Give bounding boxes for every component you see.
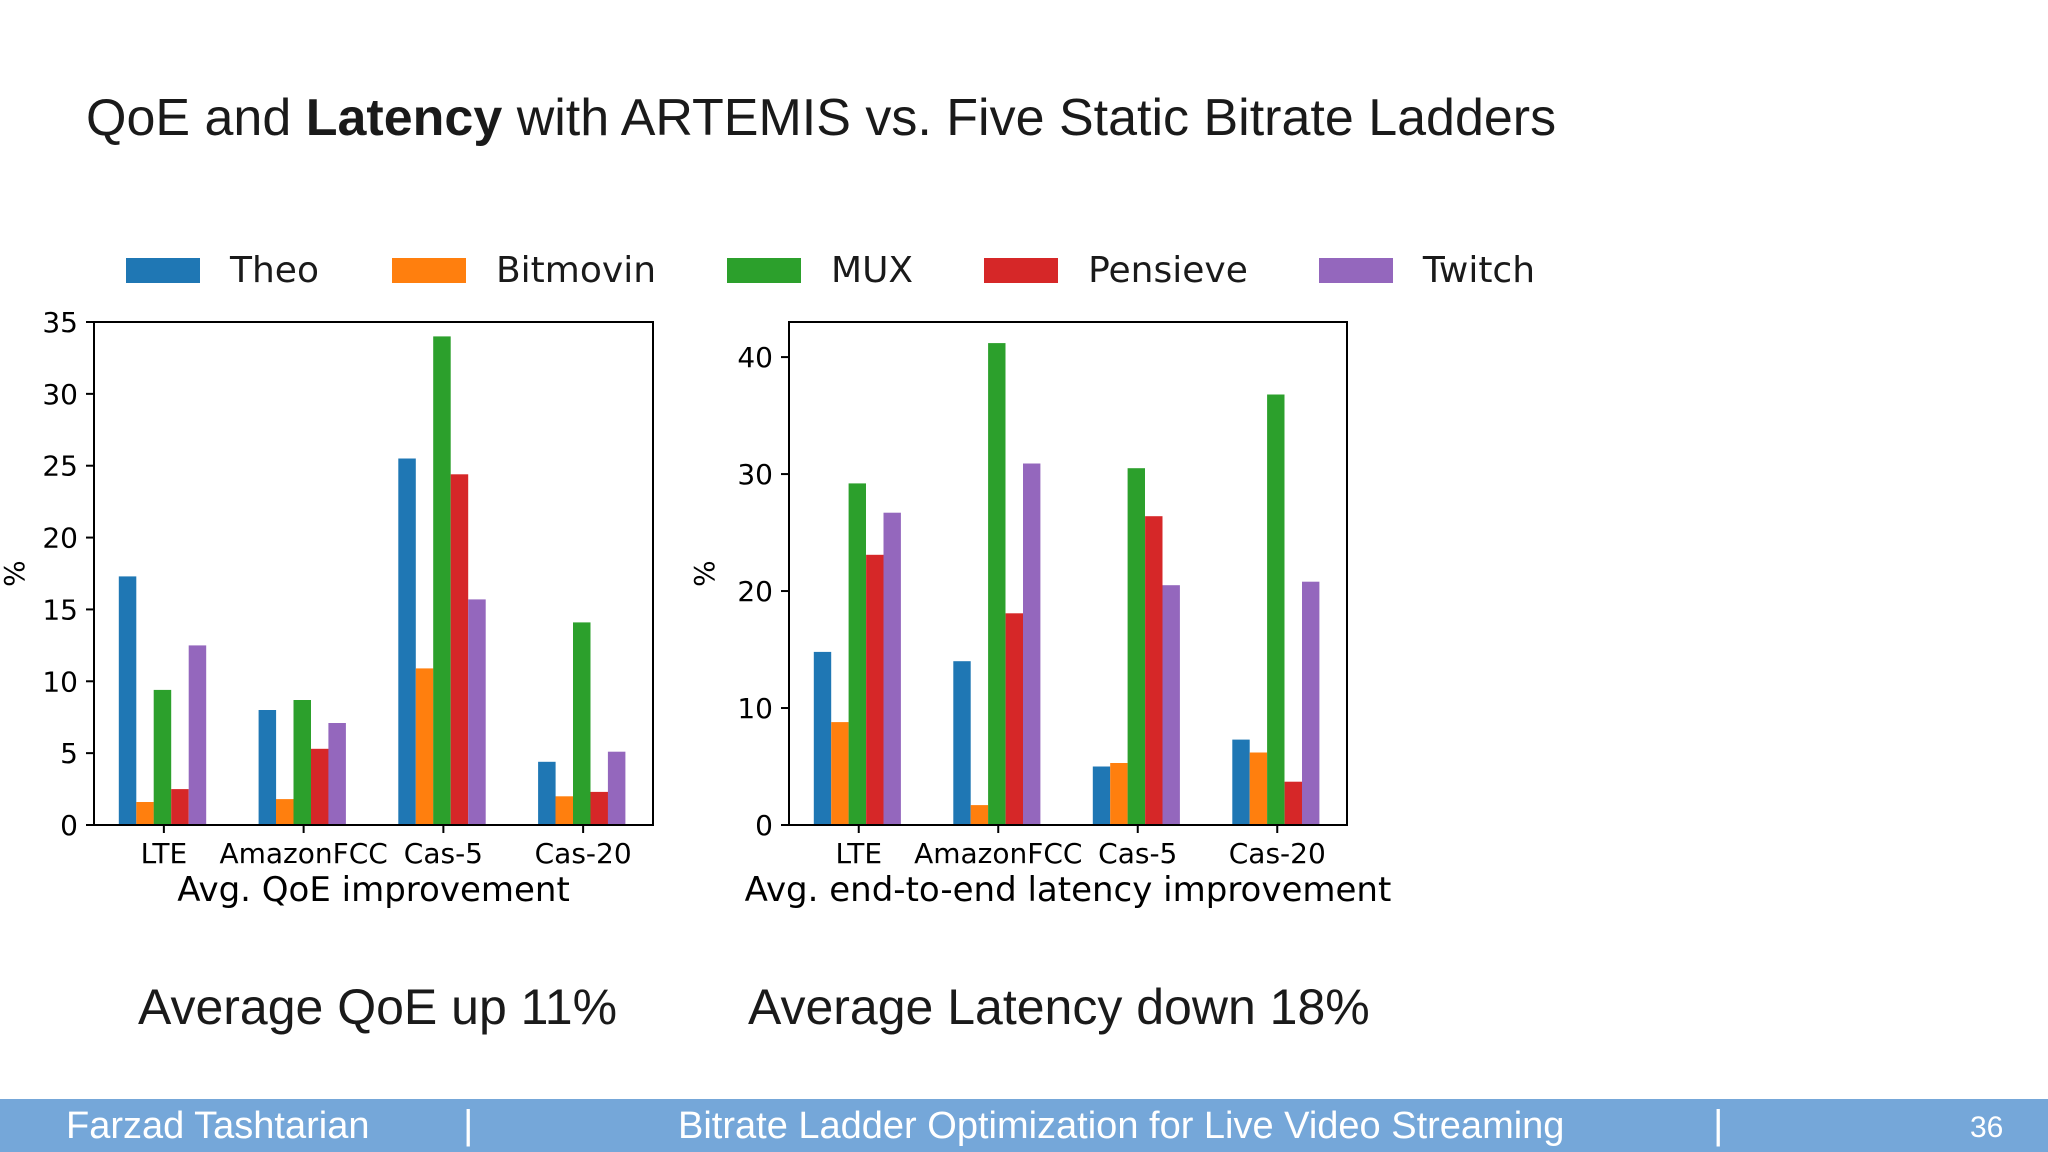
x-tick-label: Cas-20 [1229, 837, 1326, 870]
title-part-1: QoE and [86, 89, 306, 147]
bar-pensieve [1005, 613, 1023, 825]
x-tick-label: LTE [141, 837, 188, 870]
summary-qoe: Average QoE up 11% [138, 979, 618, 1035]
bar-bitmovin [1110, 763, 1128, 825]
bar-theo [538, 761, 556, 825]
bar-pensieve [1284, 781, 1302, 825]
legend-swatch [984, 257, 1059, 283]
legend-label: Twitch [1422, 249, 1536, 291]
y-tick-label: 30 [737, 458, 773, 491]
bar-bitmovin [415, 668, 434, 825]
legend-label: MUX [831, 249, 914, 291]
bar-mux [988, 343, 1006, 825]
bar-twitch [468, 599, 486, 825]
bar-twitch [1162, 585, 1180, 825]
y-axis-label: % [690, 560, 721, 587]
bar-mux [1267, 394, 1285, 825]
bar-theo [398, 458, 416, 825]
x-tick-label: AmazonFCC [219, 837, 387, 870]
slide-title: QoE and Latency with ARTEMIS vs. Five St… [86, 88, 1556, 148]
footer-author: Farzad Tashtarian [66, 1105, 370, 1147]
y-tick-label: 10 [737, 692, 773, 725]
bar-mux [1127, 468, 1145, 825]
y-tick-label: 0 [60, 809, 78, 842]
bar-theo [1232, 739, 1250, 825]
y-tick-label: 15 [42, 593, 78, 626]
bar-twitch [607, 751, 626, 825]
title-part-2: with ARTEMIS vs. Five Static Bitrate Lad… [502, 89, 1557, 147]
x-tick-label: Cas-5 [1098, 837, 1177, 870]
y-tick-label: 40 [737, 341, 773, 374]
bar-mux [153, 689, 172, 825]
summary-latency: Average Latency down 18% [748, 979, 1370, 1035]
bar-mux [433, 336, 451, 825]
bar-bitmovin [276, 799, 294, 825]
page-number: 36 [1970, 1111, 2004, 1144]
bar-bitmovin [555, 796, 573, 825]
bar-pensieve [866, 554, 884, 825]
bar-pensieve [171, 789, 189, 825]
bar-twitch [1023, 463, 1041, 825]
bar-twitch [883, 512, 901, 825]
bar-theo [1092, 766, 1111, 825]
legend-swatch [391, 257, 466, 283]
y-axis-label: % [0, 560, 31, 587]
legend-item-pensieve: Pensieve [984, 250, 1248, 291]
chart-legend: Theo Bitmovin MUX Pensieve Twitch [126, 245, 1535, 295]
y-tick-label: 20 [42, 522, 78, 555]
legend-swatch [1318, 257, 1393, 283]
legend-label: Bitmovin [495, 249, 657, 291]
x-tick-label: AmazonFCC [914, 837, 1082, 870]
x-tick-label: Cas-5 [404, 837, 483, 870]
bar-pensieve [1145, 516, 1163, 825]
bar-theo [258, 710, 277, 825]
legend-label: Theo [230, 249, 319, 291]
x-tick-label: Cas-20 [535, 837, 632, 870]
legend-swatch [126, 257, 200, 283]
bar-twitch [328, 723, 346, 825]
footer-bar: Farzad Tashtarian | Bitrate Ladder Optim… [0, 1099, 2048, 1152]
bar-pensieve [450, 474, 469, 825]
footer-separator-2: | [1713, 1103, 1724, 1147]
bar-twitch [188, 645, 207, 825]
bar-theo [953, 661, 971, 825]
bar-mux [848, 483, 866, 825]
bar-theo [118, 576, 137, 825]
bar-bitmovin [831, 722, 849, 825]
bar-twitch [1302, 581, 1320, 825]
y-tick-label: 10 [42, 665, 78, 698]
qoe-improvement-chart: 0 5 10 15 20 25 30 35 LTE AmazonFCC Cas-5 Cas-20Avg… [0, 306, 654, 910]
bar-bitmovin [970, 805, 989, 825]
x-tick-label: LTE [835, 837, 882, 870]
legend-item-theo: Theo [126, 250, 319, 291]
legend-item-bitmovin: Bitmovin [391, 249, 657, 291]
footer-separator-1: | [463, 1103, 474, 1147]
bar-mux [293, 700, 311, 825]
y-tick-label: 5 [60, 737, 78, 770]
bar-mux [573, 622, 591, 825]
y-tick-label: 35 [42, 306, 78, 339]
bar-theo [813, 651, 832, 825]
x-axis-label: Avg. QoE improvement [177, 870, 570, 910]
y-tick-label: 0 [755, 809, 773, 842]
y-tick-label: 30 [42, 378, 78, 411]
bar-bitmovin [1249, 752, 1268, 825]
bar-bitmovin [136, 802, 154, 825]
legend-item-mux: MUX [727, 250, 913, 291]
y-tick-label: 25 [42, 450, 78, 483]
bar-pensieve [590, 791, 608, 825]
title-bold: Latency [305, 89, 503, 147]
legend-label: Pensieve [1088, 249, 1248, 291]
x-axis-label: Avg. end-to-end latency improvement [745, 870, 1392, 910]
legend-swatch [727, 257, 802, 283]
bar-pensieve [311, 748, 329, 825]
legend-item-twitch: Twitch [1318, 249, 1536, 291]
plot-frame [788, 321, 1348, 826]
plot-frame [93, 321, 654, 826]
footer-talk-title: Bitrate Ladder Optimization for Live Vid… [678, 1105, 1565, 1147]
y-tick-label: 20 [737, 575, 773, 608]
